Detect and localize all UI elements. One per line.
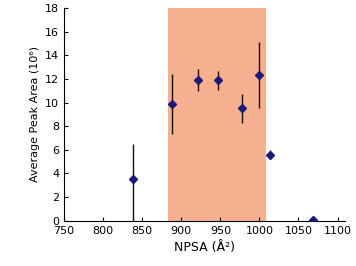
Y-axis label: Average Peak Area (10⁶): Average Peak Area (10⁶): [30, 46, 40, 182]
X-axis label: NPSA (Å²): NPSA (Å²): [174, 241, 235, 254]
Bar: [168, 8, 266, 221]
